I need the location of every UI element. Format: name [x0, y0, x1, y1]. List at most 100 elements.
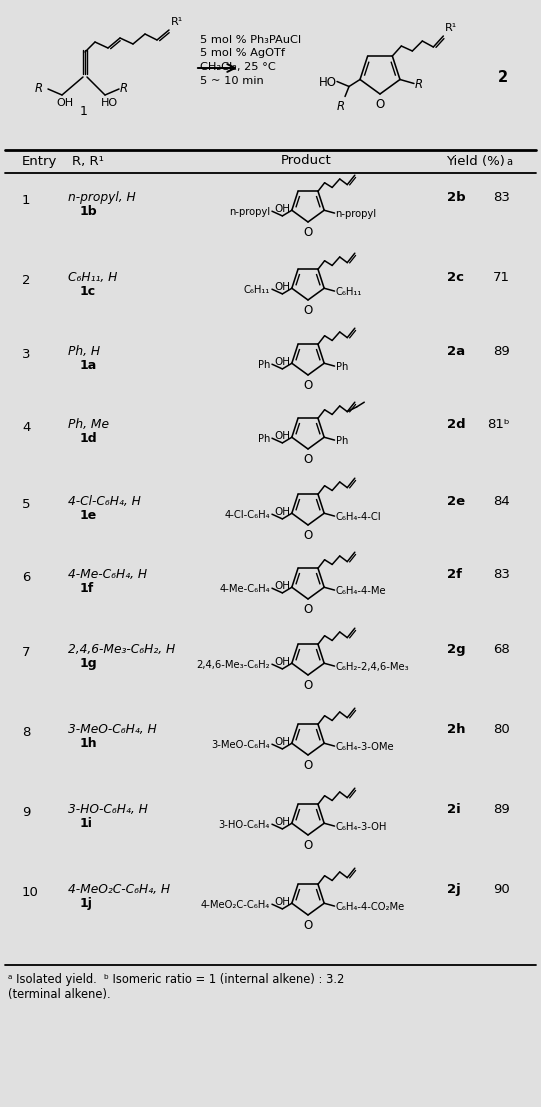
Text: 7: 7: [22, 646, 30, 659]
Text: OH: OH: [274, 356, 291, 366]
Text: Ph: Ph: [335, 436, 348, 446]
Text: 2: 2: [22, 275, 30, 287]
Text: O: O: [304, 379, 313, 392]
Text: 1i: 1i: [80, 817, 93, 830]
Text: 2,4,6-Me₃-C₆H₂: 2,4,6-Me₃-C₆H₂: [196, 660, 270, 670]
Text: 1g: 1g: [80, 656, 97, 670]
Text: n-propyl: n-propyl: [229, 207, 270, 217]
Text: O: O: [304, 226, 313, 239]
Text: Yield (%): Yield (%): [446, 155, 505, 167]
Text: a: a: [506, 157, 512, 167]
Text: R: R: [35, 82, 43, 94]
Text: 5 mol % AgOTf: 5 mol % AgOTf: [200, 48, 285, 58]
Text: C₆H₂-2,4,6-Me₃: C₆H₂-2,4,6-Me₃: [335, 662, 409, 672]
Text: 1: 1: [80, 105, 88, 118]
Text: R, R¹: R, R¹: [72, 155, 104, 167]
Text: R¹: R¹: [445, 23, 458, 33]
Text: 83: 83: [493, 568, 510, 581]
Text: Entry: Entry: [22, 155, 57, 167]
Text: 2a: 2a: [447, 345, 465, 358]
Text: OH: OH: [274, 817, 291, 827]
Text: R: R: [120, 82, 128, 94]
Text: 68: 68: [493, 643, 510, 656]
Text: 9: 9: [22, 806, 30, 819]
Text: 2e: 2e: [447, 495, 465, 508]
Text: 2i: 2i: [447, 803, 461, 816]
Text: n-propyl: n-propyl: [335, 209, 377, 219]
Text: 2,4,6-Me₃-C₆H₂, H: 2,4,6-Me₃-C₆H₂, H: [68, 643, 175, 656]
Text: 71: 71: [493, 271, 510, 284]
Text: 2j: 2j: [447, 883, 461, 896]
Text: Ph: Ph: [335, 362, 348, 372]
Text: O: O: [304, 304, 313, 317]
Text: 1e: 1e: [80, 509, 97, 523]
Text: 4-MeO₂C-C₆H₄, H: 4-MeO₂C-C₆H₄, H: [68, 883, 170, 896]
Text: 6: 6: [22, 571, 30, 584]
Text: 4-Cl-C₆H₄, H: 4-Cl-C₆H₄, H: [68, 495, 141, 508]
Text: n-propyl, H: n-propyl, H: [68, 192, 136, 204]
Text: 4-Me-C₆H₄, H: 4-Me-C₆H₄, H: [68, 568, 147, 581]
Text: 1f: 1f: [80, 582, 94, 594]
Text: C₆H₁₁: C₆H₁₁: [243, 286, 270, 296]
Text: R: R: [337, 101, 345, 114]
Text: R: R: [415, 77, 423, 91]
Text: HO: HO: [101, 99, 118, 108]
Text: 2: 2: [498, 71, 508, 85]
Text: OH: OH: [274, 282, 291, 292]
Text: 2c: 2c: [447, 271, 464, 284]
Text: Ph: Ph: [258, 434, 270, 444]
Text: 1b: 1b: [80, 205, 97, 218]
Text: 90: 90: [493, 883, 510, 896]
Text: 4: 4: [22, 421, 30, 434]
Text: ᵃ Isolated yield.  ᵇ Isomeric ratio = 1 (internal alkene) : 3.2: ᵃ Isolated yield. ᵇ Isomeric ratio = 1 (…: [8, 973, 345, 986]
Text: 81ᵇ: 81ᵇ: [487, 418, 510, 431]
Text: O: O: [304, 919, 313, 932]
Text: 2f: 2f: [447, 568, 462, 581]
Text: 89: 89: [493, 345, 510, 358]
Text: 3-HO-C₆H₄: 3-HO-C₆H₄: [219, 820, 270, 830]
Text: OH: OH: [274, 431, 291, 441]
Text: C₆H₄-4-Me: C₆H₄-4-Me: [335, 586, 386, 596]
Text: OH: OH: [274, 897, 291, 907]
Text: 80: 80: [493, 723, 510, 736]
Text: HO: HO: [319, 76, 337, 89]
Text: O: O: [304, 453, 313, 466]
Text: 1a: 1a: [80, 359, 97, 372]
Text: 1: 1: [22, 194, 30, 207]
Text: 3-MeO-C₆H₄: 3-MeO-C₆H₄: [212, 741, 270, 751]
Text: 8: 8: [22, 726, 30, 739]
Text: 1d: 1d: [80, 432, 97, 445]
Text: 10: 10: [22, 886, 39, 899]
Text: O: O: [375, 99, 385, 111]
Text: R¹: R¹: [171, 17, 183, 27]
Text: OH: OH: [274, 656, 291, 666]
Text: Ph: Ph: [258, 360, 270, 370]
Text: 2g: 2g: [447, 643, 466, 656]
Text: 3-HO-C₆H₄, H: 3-HO-C₆H₄, H: [68, 803, 148, 816]
Text: C₆H₄-4-Cl: C₆H₄-4-Cl: [335, 513, 381, 523]
Text: C₆H₁₁, H: C₆H₁₁, H: [68, 271, 117, 284]
Text: 4-Me-C₆H₄: 4-Me-C₆H₄: [219, 584, 270, 594]
Text: OH: OH: [274, 204, 291, 214]
Text: 2d: 2d: [447, 418, 466, 431]
Text: O: O: [304, 603, 313, 615]
Text: OH: OH: [274, 581, 291, 591]
Text: 3: 3: [22, 348, 30, 361]
Text: 83: 83: [493, 192, 510, 204]
Text: 2h: 2h: [447, 723, 465, 736]
Text: Ph, Me: Ph, Me: [68, 418, 109, 431]
Text: 1h: 1h: [80, 737, 97, 751]
Text: 3-MeO-C₆H₄, H: 3-MeO-C₆H₄, H: [68, 723, 157, 736]
Text: OH: OH: [274, 507, 291, 517]
Text: C₆H₄-3-OH: C₆H₄-3-OH: [335, 823, 387, 832]
Text: 1j: 1j: [80, 897, 93, 910]
Text: C₆H₄-4-CO₂Me: C₆H₄-4-CO₂Me: [335, 902, 405, 912]
Text: CH₂Cl₂, 25 °C: CH₂Cl₂, 25 °C: [200, 62, 276, 72]
Text: 84: 84: [493, 495, 510, 508]
Text: 89: 89: [493, 803, 510, 816]
Text: O: O: [304, 679, 313, 692]
Text: 5: 5: [22, 498, 30, 511]
Text: C₆H₄-3-OMe: C₆H₄-3-OMe: [335, 742, 394, 752]
Text: 4-MeO₂C-C₆H₄: 4-MeO₂C-C₆H₄: [201, 900, 270, 910]
Text: Product: Product: [281, 155, 332, 167]
